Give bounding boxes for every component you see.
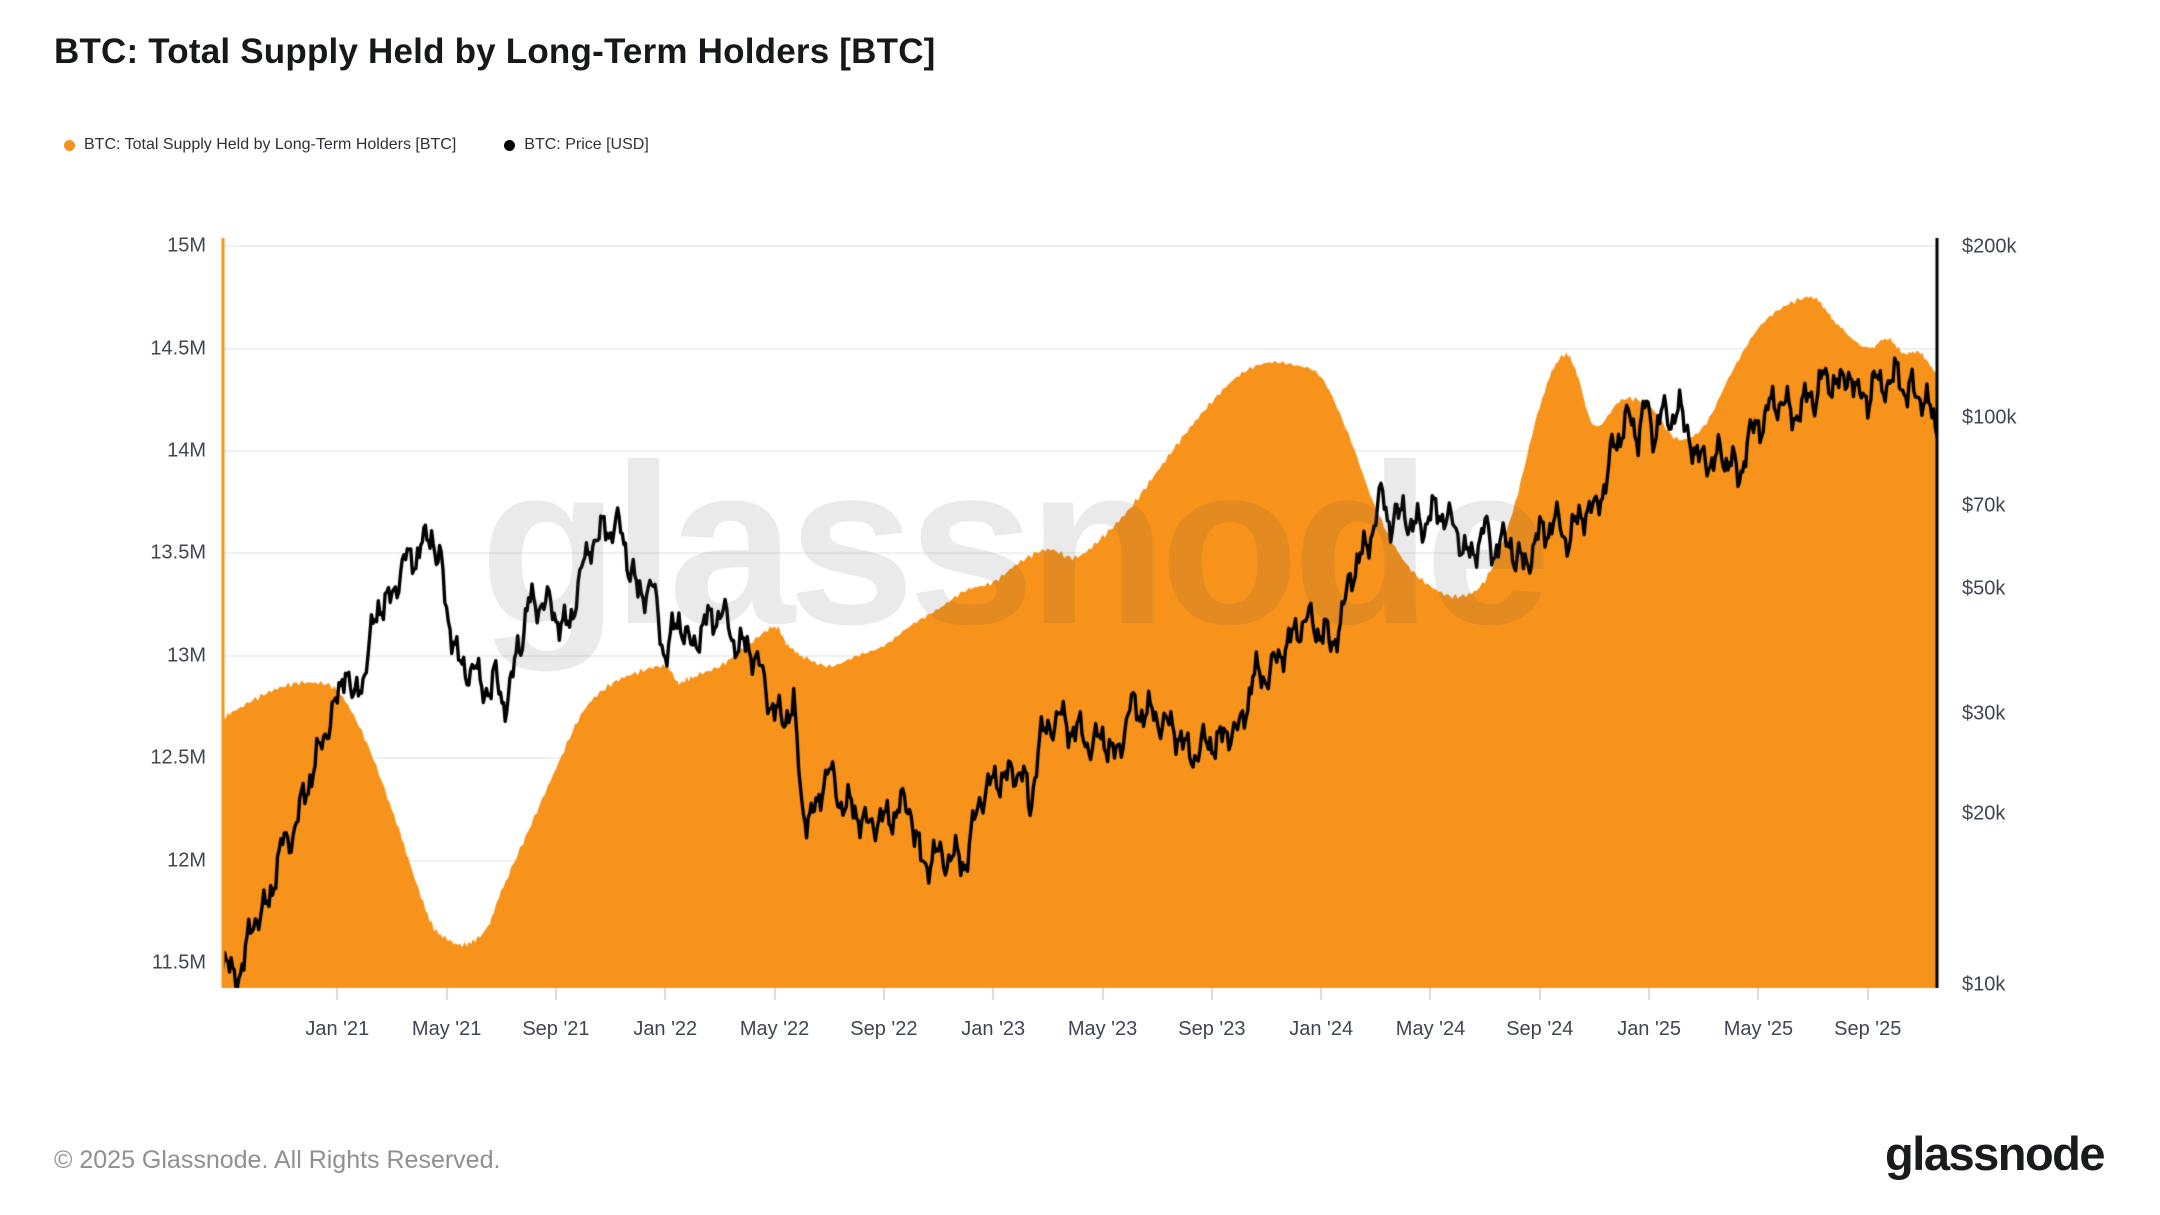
y-right-tick-label: $10k [1962,973,2006,996]
x-tick-label: May '24 [1395,1018,1466,1040]
x-tick-label: Jan '22 [633,1018,698,1040]
x-tick-label: May '21 [411,1018,482,1040]
y-right-tick-label: $200k [1962,235,2017,258]
y-left-tick-label: 11.5M [151,951,206,974]
y-left-tick-label: 14.5M [150,337,206,360]
y-left-tick-label: 12M [167,849,206,872]
y-left-tick-label: 13.5M [150,541,206,564]
x-tick-label: Jan '21 [305,1018,370,1040]
x-tick-label: Jan '23 [961,1018,1026,1040]
x-tick-label: Sep '21 [522,1018,590,1040]
y-right-tick-label: $50k [1962,577,2006,600]
y-right-tick-label: $70k [1962,494,2006,517]
y-right-tick-label: $100k [1962,406,2017,429]
x-tick-label: Sep '24 [1506,1018,1574,1040]
x-tick-label: Sep '25 [1834,1018,1902,1040]
y-left-tick-label: 13M [167,644,206,667]
x-tick-label: May '23 [1067,1018,1138,1040]
x-tick-label: May '25 [1723,1018,1794,1040]
y-right-tick-label: $20k [1962,802,2006,825]
x-tick-label: Jan '24 [1289,1018,1354,1040]
y-left-tick-label: 12.5M [150,746,206,769]
y-right-tick-label: $30k [1962,702,2006,725]
x-tick-label: Jan '25 [1617,1018,1682,1040]
x-tick-label: Sep '22 [850,1018,918,1040]
y-left-tick-label: 15M [167,234,206,257]
y-left-tick-label: 14M [167,439,206,462]
x-tick-label: May '22 [739,1018,810,1040]
x-tick-label: Sep '23 [1178,1018,1246,1040]
